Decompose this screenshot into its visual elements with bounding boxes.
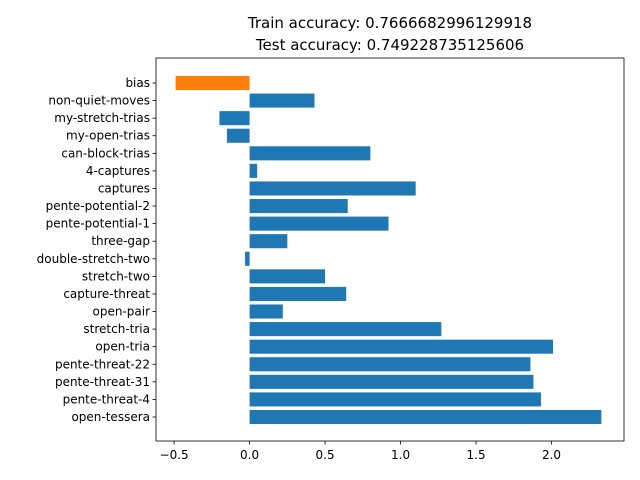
y-tick-label-4-captures: 4-captures — [86, 164, 150, 178]
bar-capture-threat — [249, 286, 347, 301]
bar-stretch-two — [249, 269, 326, 284]
bar-pente-threat-31 — [249, 374, 534, 389]
x-tick-label: 1.5 — [467, 448, 486, 462]
x-tick-label: −0.5 — [160, 448, 189, 462]
chart-title-line-1: Train accuracy: 0.7666682996129918 — [247, 14, 532, 32]
y-tick-label-my-stretch-trias: my-stretch-trias — [54, 111, 150, 125]
y-tick-label-pente-potential-1: pente-potential-1 — [46, 217, 150, 231]
bar-captures — [249, 181, 416, 196]
bar-pente-threat-4 — [249, 392, 541, 407]
x-tick-label: 2.0 — [542, 448, 561, 462]
bar-pente-potential-2 — [249, 199, 348, 214]
bar-pente-threat-22 — [249, 357, 531, 372]
x-tick-label: 0.5 — [316, 448, 335, 462]
y-tick-label-pente-threat-31: pente-threat-31 — [55, 375, 150, 389]
y-tick-label-can-block-trias: can-block-trias — [61, 146, 150, 160]
y-tick-label-captures: captures — [98, 181, 150, 195]
bar-open-tessera — [249, 409, 602, 425]
y-axis-ticks: bias non-quiet-moves my-stretch-trias my-op… — [37, 76, 156, 424]
x-axis-ticks: −0.5 0.0 0.5 1.0 1.5 2.0 — [160, 441, 561, 462]
plot-frame — [155, 57, 625, 442]
bars-group — [175, 75, 602, 425]
bar-open-pair — [249, 304, 283, 319]
x-tick-label: 1.0 — [391, 448, 410, 462]
y-tick-label-three-gap: three-gap — [91, 234, 150, 248]
bar-4-captures — [249, 163, 258, 178]
y-tick-label-open-tria: open-tria — [95, 340, 150, 354]
bar-bias — [175, 75, 250, 91]
bar-my-stretch-trias — [219, 111, 250, 126]
y-tick-label-non-quiet-moves: non-quiet-moves — [48, 94, 150, 108]
chart-title-line-2: Test accuracy: 0.749228735125606 — [255, 36, 524, 54]
bar-open-tria — [249, 339, 554, 354]
y-tick-label-double-stretch-two: double-stretch-two — [37, 252, 150, 266]
y-tick-label-capture-threat: capture-threat — [63, 287, 150, 301]
y-tick-label-pente-threat-4: pente-threat-4 — [63, 392, 150, 406]
bar-three-gap — [249, 234, 288, 249]
y-tick-label-stretch-two: stretch-two — [82, 269, 150, 283]
y-tick-label-open-tessera: open-tessera — [71, 410, 150, 424]
y-tick-label-bias: bias — [125, 76, 150, 90]
x-tick-label: 0.0 — [240, 448, 259, 462]
bar-can-block-trias — [249, 146, 371, 161]
y-tick-label-my-open-trias: my-open-trias — [66, 129, 150, 143]
bar-stretch-tria — [249, 322, 442, 337]
y-tick-label-stretch-tria: stretch-tria — [83, 322, 150, 336]
bar-double-stretch-two — [245, 251, 250, 266]
bar-pente-potential-1 — [249, 216, 389, 231]
y-tick-label-pente-threat-22: pente-threat-22 — [55, 357, 150, 371]
y-tick-label-open-pair: open-pair — [92, 305, 150, 319]
y-tick-label-pente-potential-2: pente-potential-2 — [46, 199, 150, 213]
bar-my-open-trias — [226, 128, 250, 143]
bar-non-quiet-moves — [249, 93, 315, 108]
